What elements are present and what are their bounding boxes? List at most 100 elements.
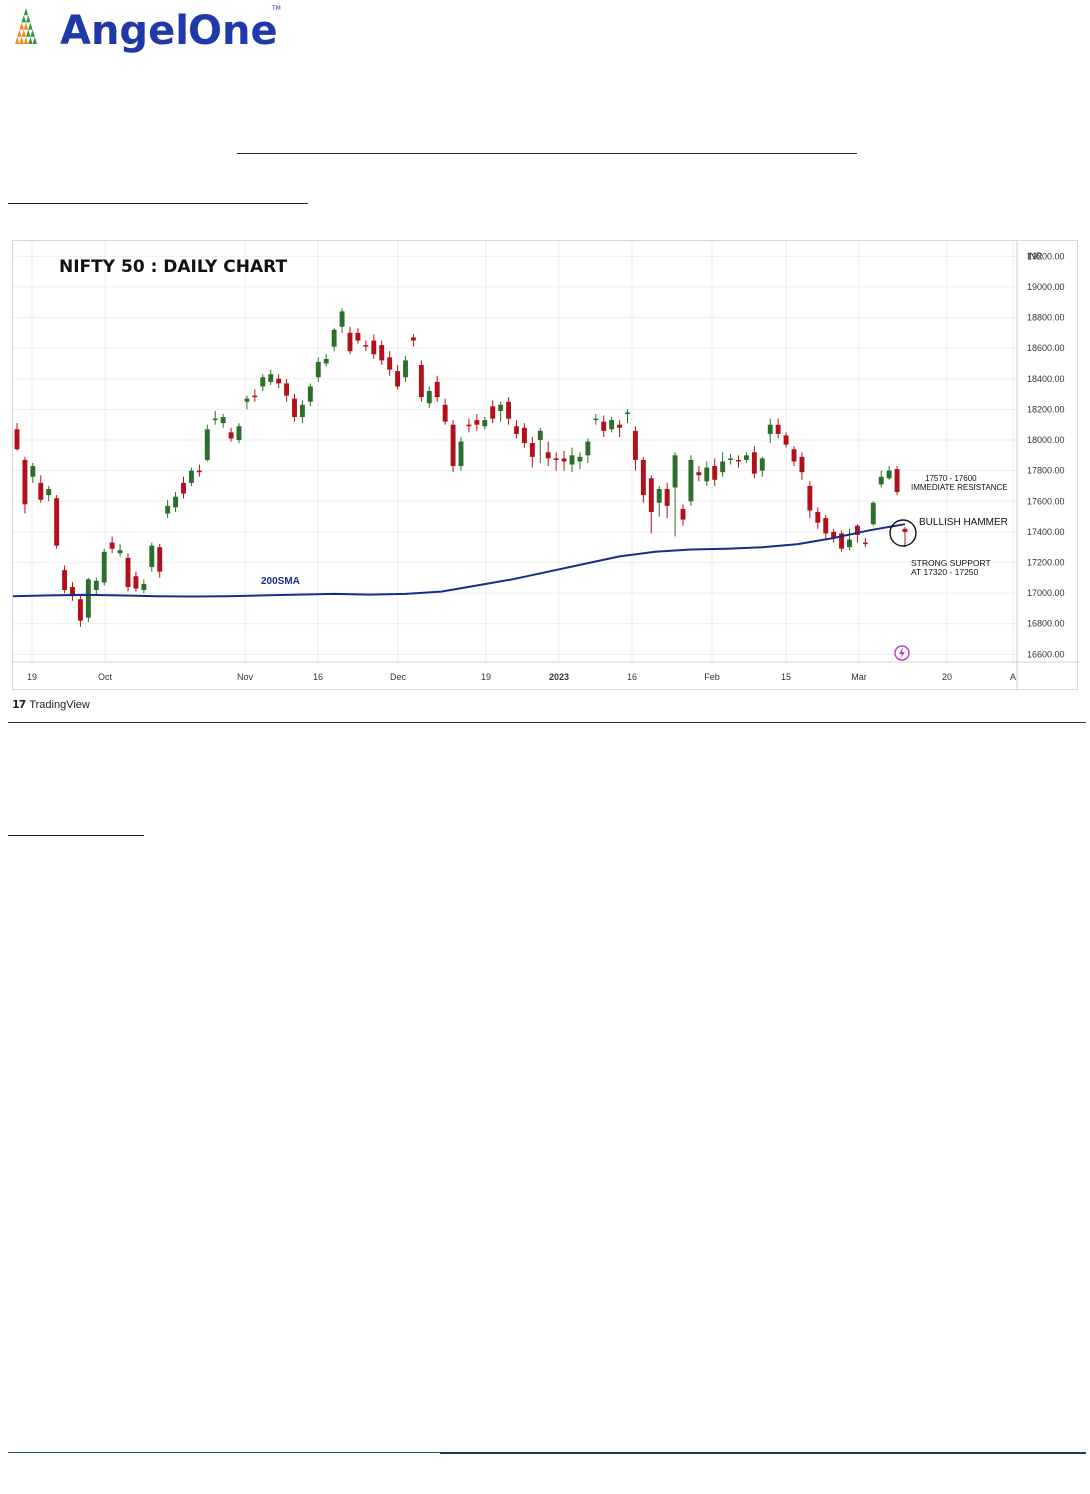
price-tick-label: 18600.00 <box>1027 343 1065 353</box>
candle-up <box>482 420 488 427</box>
logo-triangle <box>15 36 20 44</box>
candle-down <box>38 482 44 500</box>
candle-down <box>712 466 718 480</box>
footer-rule-right <box>440 1452 1086 1454</box>
candle-up <box>260 377 266 387</box>
candle-down <box>815 511 821 523</box>
tradingview-label: TradingView <box>29 698 90 711</box>
price-tick-label: 19000.00 <box>1027 282 1065 292</box>
candle-down <box>823 518 829 534</box>
candle-up <box>767 424 773 434</box>
logo-triangle <box>28 36 33 44</box>
candle-up <box>569 455 575 465</box>
candle-up <box>101 551 107 583</box>
candle-down <box>791 449 797 462</box>
price-tick-label: 19200.00 <box>1027 251 1065 261</box>
angelone-logo-mark: Angel One TM <box>6 5 281 54</box>
logo-triangle <box>23 22 29 30</box>
candle-up <box>656 489 662 503</box>
candle-down <box>521 427 527 444</box>
candle-up <box>458 441 464 467</box>
tradingview-brand: 17 TradingView <box>12 698 90 711</box>
candle-down <box>831 531 837 538</box>
logo-triangle <box>23 36 29 44</box>
candle-down <box>363 345 369 347</box>
tradingview-logo-icon: 17 <box>12 698 26 711</box>
sma-200-line <box>13 523 906 598</box>
logo-triangle <box>32 36 37 44</box>
candle-down <box>347 332 353 352</box>
price-tick-label: 17800.00 <box>1027 466 1065 476</box>
candle-up <box>30 466 36 477</box>
candle-up <box>141 583 147 591</box>
brand-name-part1: Angel <box>60 8 189 54</box>
candle-down <box>736 459 741 462</box>
candle-up <box>236 426 242 441</box>
footer-rule-left <box>8 1452 440 1453</box>
candle-up <box>878 476 884 485</box>
time-tick-label: Nov <box>237 672 254 682</box>
annotation-hammer-label: BULLISH HAMMER <box>919 517 1008 528</box>
logo-triangle <box>21 29 26 37</box>
candle-down <box>395 371 401 387</box>
candle-up <box>625 412 630 414</box>
candle-down <box>228 432 234 439</box>
candle-down <box>807 485 813 511</box>
candle-down <box>125 557 131 587</box>
price-tick-label: 17000.00 <box>1027 588 1065 598</box>
time-tick-label: 15 <box>781 672 791 682</box>
candle-down <box>799 456 805 473</box>
candle-up <box>117 550 123 554</box>
logo-triangle <box>30 29 35 37</box>
candle-down <box>442 404 448 422</box>
candle-down <box>196 470 202 473</box>
angelone-logo: Angel One TM <box>0 0 290 62</box>
candle-down <box>109 542 115 549</box>
candle-down <box>640 459 646 496</box>
candle-down <box>418 365 424 398</box>
time-tick-label: Mar <box>851 672 867 682</box>
candle-down <box>133 576 139 589</box>
time-tick-label: Oct <box>98 672 113 682</box>
price-tick-label: 17400.00 <box>1027 527 1065 537</box>
price-tick-label: 17600.00 <box>1027 496 1065 506</box>
section-separator <box>8 722 1086 723</box>
price-tick-label: 16600.00 <box>1027 649 1065 659</box>
candle-down <box>77 599 83 621</box>
candle-down <box>862 542 868 545</box>
section-heading-underline <box>8 203 308 204</box>
candle-up <box>593 418 599 421</box>
candle-down <box>854 525 860 535</box>
candle-up <box>886 470 892 479</box>
candle-up <box>426 391 432 404</box>
candle-up <box>331 329 337 347</box>
candle-down <box>276 378 282 384</box>
candle-up <box>537 430 543 441</box>
candle-down <box>601 421 607 431</box>
section2-heading-underline <box>8 835 144 836</box>
candle-up <box>339 311 345 327</box>
time-tick-label: Dec <box>390 672 407 682</box>
candle-down <box>680 508 686 520</box>
candle-down <box>529 443 535 457</box>
candle-down <box>157 547 163 572</box>
candle-down <box>387 357 393 370</box>
time-tick-label: 19 <box>481 672 491 682</box>
candle-down <box>22 459 28 505</box>
candle-down <box>664 489 670 506</box>
candle-down <box>648 478 654 512</box>
candle-down <box>410 337 416 341</box>
candle-up <box>704 467 710 482</box>
brand-tm: TM <box>271 5 281 12</box>
candle-down <box>561 458 567 462</box>
price-tick-label: 16800.00 <box>1027 619 1065 629</box>
candle-up <box>299 404 305 418</box>
candle-up <box>323 358 329 364</box>
price-tick-label: 18000.00 <box>1027 435 1065 445</box>
price-tick-label: 18200.00 <box>1027 404 1065 414</box>
candle-up <box>672 455 678 488</box>
lightning-bolt-icon <box>899 647 905 659</box>
hammer-highlight-circle <box>889 519 917 547</box>
logo-triangle <box>17 29 22 37</box>
